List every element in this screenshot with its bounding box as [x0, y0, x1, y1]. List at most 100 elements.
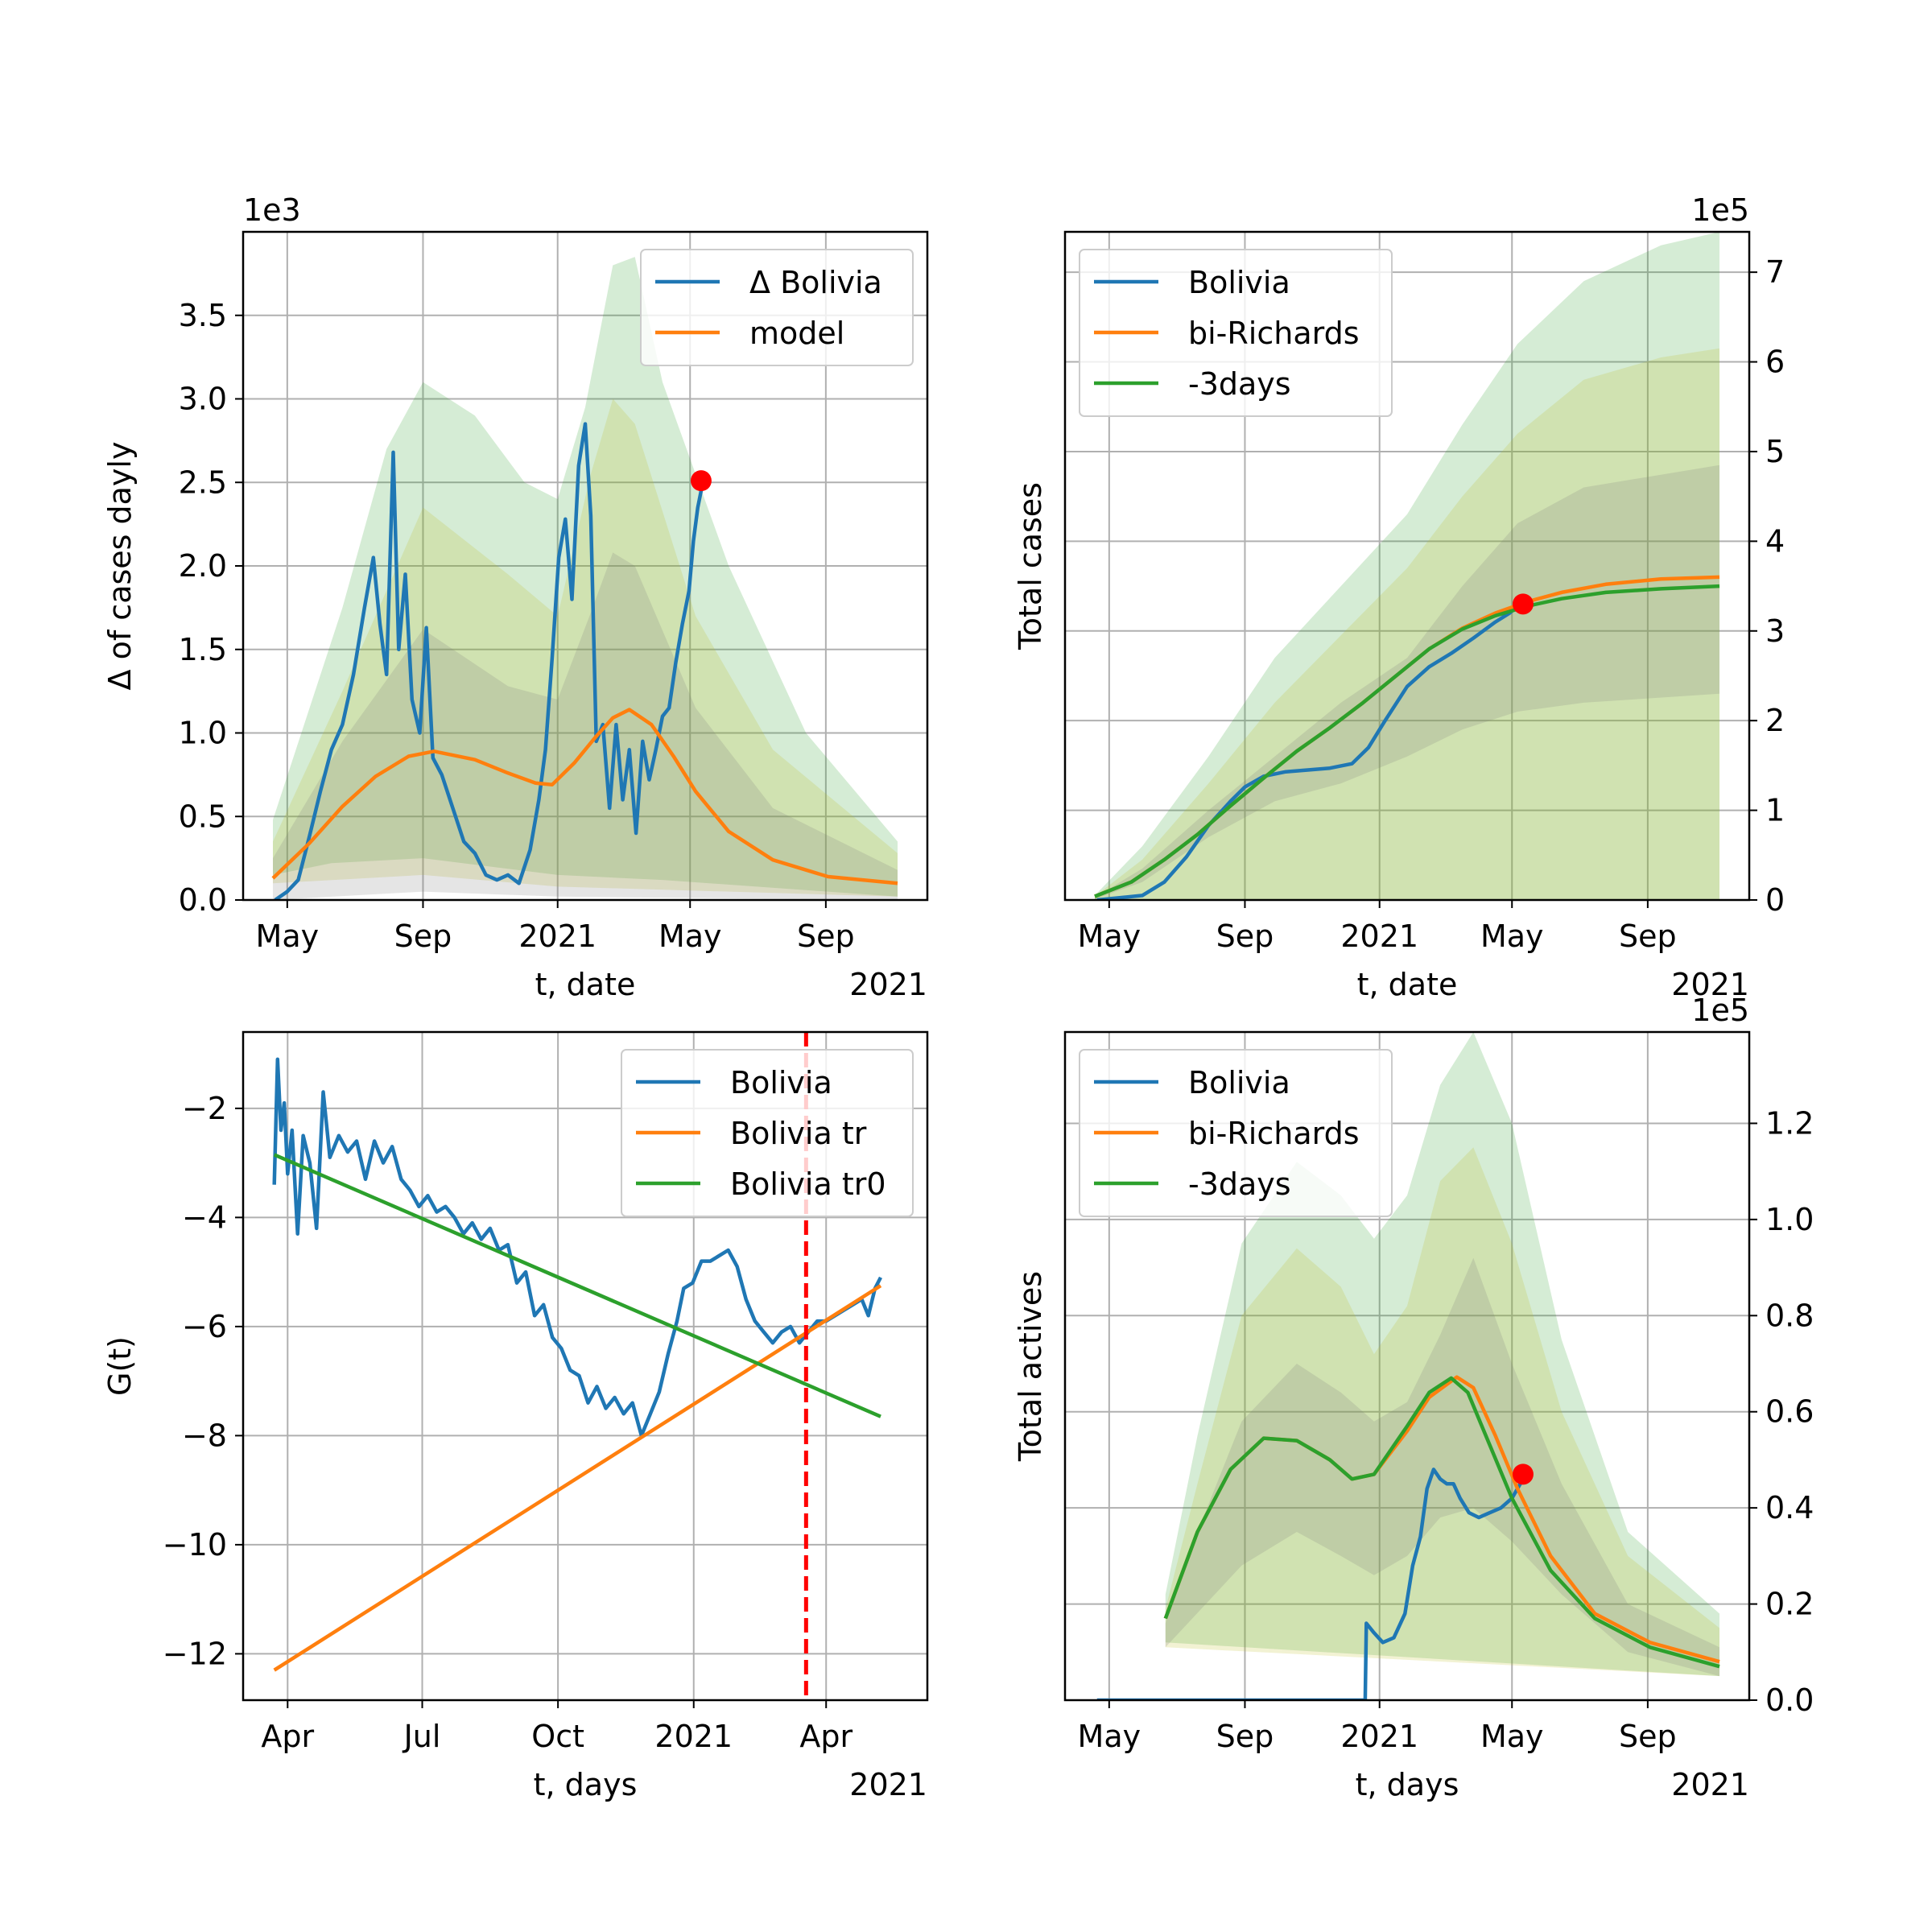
y-tick-label: 3 — [1765, 613, 1785, 649]
confidence-band — [273, 257, 898, 897]
x-axis-label: t, date — [1357, 967, 1458, 1002]
series-line--bolivia — [274, 422, 704, 900]
legend-label: bi-Richards — [1188, 316, 1360, 351]
y-tick-label: −6 — [182, 1309, 227, 1344]
x-tick-label: May — [658, 919, 722, 954]
y-tick-label: 0.2 — [1765, 1587, 1814, 1622]
panel-actives: May Sep 2021 May Sep 2021 t, days 0.0 0.2 0.4 0.6 0… — [1013, 993, 1814, 1802]
x-tick-label: May — [1078, 1719, 1141, 1754]
y-tick-label: 3.5 — [179, 298, 227, 333]
axes-frame — [242, 1030, 929, 1702]
y-tick-label: 0.6 — [1765, 1394, 1814, 1430]
confidence-band — [1095, 348, 1719, 900]
plot-area — [271, 257, 898, 900]
x-year-label: 2021 — [849, 967, 927, 1002]
confidence-band — [1095, 232, 1719, 900]
legend-box — [1079, 249, 1393, 417]
y-tick-label: −8 — [182, 1418, 227, 1453]
y-axis-label: G(t) — [102, 1336, 138, 1396]
x-tick-label: May — [1480, 1719, 1544, 1754]
x-tick-label: May — [1078, 919, 1141, 954]
y-tick-label: 0.0 — [179, 882, 227, 918]
legend: Δ Bolivia model — [640, 249, 914, 366]
series-line-bolivia-tr0 — [273, 1153, 881, 1418]
axes-frame — [1063, 230, 1751, 902]
y-tick-label: 7 — [1765, 254, 1785, 290]
legend-label: Bolivia — [730, 1065, 832, 1100]
x-tick-label: 2021 — [518, 919, 597, 954]
x-tick-label: 2021 — [654, 1719, 733, 1754]
last-point-marker — [1512, 593, 1534, 615]
plot-area — [1094, 232, 1720, 900]
y-tick-label: 0 — [1765, 882, 1785, 918]
legend-box — [1079, 1049, 1393, 1217]
confidence-band — [273, 552, 898, 900]
panel-total: May Sep 2021 May Sep 2021 t, date 0 1 2 3 4 5 6 7 1e5 To… — [1013, 192, 1785, 1002]
x-tick-label: Sep — [1619, 919, 1677, 954]
confidence-band — [1165, 1147, 1719, 1677]
legend-label: Bolivia tr0 — [730, 1166, 886, 1202]
panel-growth: Apr Jul Oct 2021 Apr 2021 t, days −12 −10 −8 −6 −4 −… — [102, 1030, 929, 1802]
x-tick-label: Sep — [1216, 1719, 1274, 1754]
x-tick-label: 2021 — [1340, 1719, 1418, 1754]
x-axis-label: t, days — [1356, 1767, 1459, 1802]
y-tick-label: 2.5 — [179, 464, 227, 500]
x-year-label: 2021 — [849, 1767, 927, 1802]
series-line-model — [271, 708, 898, 886]
y-tick-label: 0.8 — [1765, 1298, 1814, 1333]
x-tick-label: Sep — [1619, 1719, 1677, 1754]
x-tick-label: Sep — [1216, 919, 1274, 954]
y-tick-label: 1.2 — [1765, 1105, 1814, 1141]
series-line--3days — [1163, 1376, 1720, 1669]
y-tick-label: 1.0 — [179, 716, 227, 751]
x-tick-label: May — [256, 919, 320, 954]
x-tick-label: 2021 — [1340, 919, 1418, 954]
y-offset-label: 1e5 — [1691, 192, 1749, 228]
y-tick-label: 1 — [1765, 793, 1785, 828]
x-tick-label: Sep — [797, 919, 855, 954]
y-axis-label: Δ of cases dayly — [102, 442, 138, 691]
legend-label: bi-Richards — [1188, 1116, 1360, 1151]
y-tick-label: −4 — [182, 1199, 227, 1235]
legend-label: model — [749, 316, 844, 351]
x-tick-label: Apr — [261, 1719, 314, 1754]
axes-frame — [1063, 1030, 1751, 1702]
confidence-band — [1165, 1257, 1719, 1677]
legend-label: -3days — [1188, 366, 1291, 402]
x-tick-label: Sep — [394, 919, 452, 954]
legend: Bolivia bi-Richards -3days — [1079, 1049, 1393, 1217]
y-tick-label: −2 — [182, 1091, 227, 1126]
x-axis-label: t, date — [535, 967, 636, 1002]
y-tick-label: 4 — [1765, 523, 1785, 559]
y-tick-label: 0.5 — [179, 799, 227, 834]
y-tick-label: −10 — [163, 1527, 227, 1563]
series-line-bolivia — [1096, 1468, 1525, 1700]
x-year-label: 2021 — [1671, 1767, 1749, 1802]
legend-box — [621, 1049, 914, 1217]
x-tick-label: Jul — [402, 1719, 441, 1754]
y-tick-label: 0.4 — [1765, 1490, 1814, 1525]
y-tick-label: 2 — [1765, 703, 1785, 738]
legend-box — [640, 249, 914, 366]
last-point-marker — [690, 470, 712, 492]
series-line-bolivia — [1096, 601, 1525, 900]
y-tick-label: 2.0 — [179, 548, 227, 584]
y-tick-label: 1.5 — [179, 632, 227, 667]
x-year-label: 2021 — [1671, 967, 1749, 1002]
y-tick-label: 1.0 — [1765, 1202, 1814, 1237]
y-tick-label: 3.0 — [179, 382, 227, 417]
legend-label: Bolivia tr — [730, 1116, 867, 1151]
panel-daily: May Sep 2021 May Sep 2021 t, date 0.0 0.5 1.0 1.5 2… — [102, 192, 929, 1002]
last-point-marker — [1512, 1463, 1534, 1485]
legend-label: Δ Bolivia — [749, 265, 882, 300]
y-axis-label: Total cases — [1013, 482, 1048, 650]
legend: Bolivia Bolivia tr Bolivia tr0 — [621, 1049, 914, 1217]
y-axis-label: Total actives — [1013, 1271, 1048, 1462]
legend-label: Bolivia — [1188, 1065, 1290, 1100]
legend: Bolivia bi-Richards -3days — [1079, 249, 1393, 417]
x-tick-label: Apr — [799, 1719, 852, 1754]
y-tick-label: 6 — [1765, 345, 1785, 380]
x-tick-label: Oct — [531, 1719, 584, 1754]
series-line-bolivia-tr — [273, 1284, 882, 1672]
